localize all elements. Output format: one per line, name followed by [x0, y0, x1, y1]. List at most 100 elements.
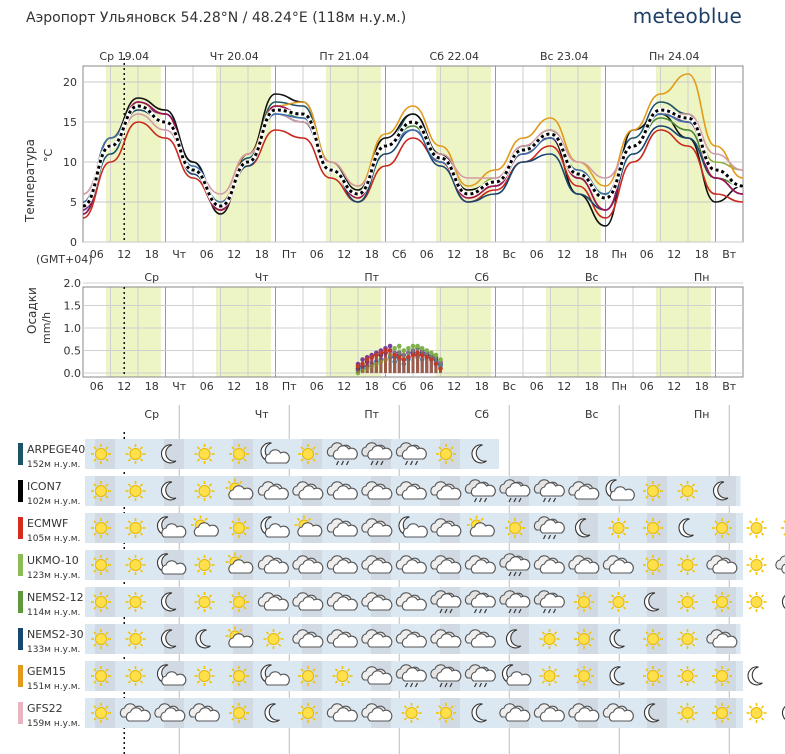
sun-ray — [726, 668, 730, 672]
precip-point-precip-green — [392, 345, 397, 351]
sun-icon — [677, 666, 698, 686]
sun-ray — [679, 569, 684, 573]
cloud-shape — [608, 707, 634, 722]
cloud-shape — [608, 559, 634, 574]
sun-icon — [677, 629, 698, 649]
moon-shape — [575, 518, 591, 538]
icon-row-ukmo-10: UKMO-10 123м н.у.м. — [18, 550, 785, 581]
moon-shape — [161, 629, 177, 649]
sun-icon — [125, 592, 146, 612]
rain-icon — [499, 590, 531, 614]
moon-shape — [678, 518, 694, 538]
cloud-icon — [533, 703, 565, 722]
sun-ray — [127, 643, 132, 647]
sun-ray — [93, 532, 97, 536]
temp-day-label: Вс 23.04 — [540, 50, 589, 63]
moon-shape — [195, 629, 211, 649]
moon-shape — [161, 444, 177, 464]
sun-ray — [760, 532, 765, 536]
precip-xtick-label: 12 — [557, 380, 571, 393]
sun-ray — [93, 483, 97, 487]
sun-ray — [645, 569, 649, 573]
sun-ray — [760, 557, 765, 561]
temp-xtick-label: 18 — [695, 248, 709, 261]
moon-icon — [195, 629, 211, 649]
sun-ray — [105, 643, 109, 647]
precip-point-precip-red — [410, 352, 416, 358]
sun-ray — [657, 680, 661, 684]
rain-icon — [533, 590, 565, 614]
sun-ray — [553, 643, 558, 647]
sun-disc — [129, 670, 142, 682]
sun-ray — [196, 606, 201, 610]
sun-ray — [139, 569, 144, 573]
sun-ray — [576, 680, 580, 684]
sun-ray — [726, 717, 730, 721]
cloud-icon — [361, 592, 393, 611]
sun-ray — [679, 680, 684, 684]
precip-point-precip-green — [438, 357, 443, 362]
rain-icon — [395, 442, 427, 466]
sun-ray — [645, 532, 649, 536]
sun-disc — [750, 596, 763, 608]
sun-ray — [204, 517, 208, 521]
sun-disc — [95, 670, 107, 682]
sun-icon — [125, 629, 146, 649]
model-elevation: 151м н.у.м. — [27, 682, 80, 692]
sun-ray — [679, 668, 684, 672]
sun-icon — [643, 518, 663, 538]
sun-ray — [403, 705, 408, 709]
sun-ray — [645, 631, 649, 635]
sun-icon — [574, 629, 594, 649]
moon-icon — [506, 629, 522, 649]
sun-disc — [405, 707, 418, 719]
sun-icon — [436, 703, 456, 723]
precip-point-precip-red — [360, 361, 365, 367]
precip-point-precip-green — [406, 345, 411, 351]
precip-point-precip-green — [415, 343, 420, 349]
sun-ray — [726, 705, 730, 709]
sun-ray — [691, 569, 696, 573]
cloud-shape — [436, 667, 462, 682]
temp-xtick-label: 06 — [310, 248, 324, 261]
temp-day-label: Сб 22.04 — [430, 50, 479, 63]
precipitation-chart: 0.0 0.5 1.0 1.5 2.0 Ср Чт Пт Сб Вс Пн 06 12 18 Чт 06 12 1… — [25, 271, 744, 393]
sun-icon — [643, 666, 663, 686]
precip-day-band — [435, 287, 491, 377]
precip-day-label: Сб — [475, 271, 490, 284]
sun-ray — [93, 680, 97, 684]
sun-ray — [231, 520, 235, 524]
temp-day-band — [215, 66, 271, 242]
cloud-shape — [539, 519, 565, 534]
rain-drop — [542, 608, 547, 614]
cloud-icon — [361, 666, 393, 685]
cloud-shape — [505, 556, 531, 571]
cloud-icon — [395, 629, 427, 648]
brand-logo: meteoblue — [632, 4, 742, 28]
sun-disc — [129, 633, 142, 645]
sun-icon — [229, 666, 249, 686]
sun-ray — [645, 495, 649, 499]
sun-ray — [312, 446, 316, 450]
cloud-shape — [401, 485, 427, 500]
sun-ray — [265, 631, 270, 635]
temp-series-ensemble-mean — [82, 104, 744, 208]
sun-ray — [300, 717, 304, 721]
rain-drop — [439, 682, 443, 688]
precip-xtick-label: 18 — [475, 380, 489, 393]
sun-ray — [645, 557, 649, 561]
rain-drop — [409, 682, 414, 688]
sun-disc — [95, 596, 107, 608]
sun-ray — [679, 483, 684, 487]
cloud-icon — [326, 592, 358, 611]
sun-icon — [91, 629, 111, 649]
sun-ray — [415, 717, 420, 721]
cloud-shape — [194, 707, 220, 722]
sun-ray — [726, 594, 730, 598]
cloud-shape — [470, 633, 496, 648]
sun-ray — [239, 480, 243, 484]
sun-ray — [714, 680, 718, 684]
sun-ray — [541, 643, 546, 647]
precip-xtick-label: 18 — [145, 380, 159, 393]
precip-xtick-label: Вс — [502, 380, 516, 393]
